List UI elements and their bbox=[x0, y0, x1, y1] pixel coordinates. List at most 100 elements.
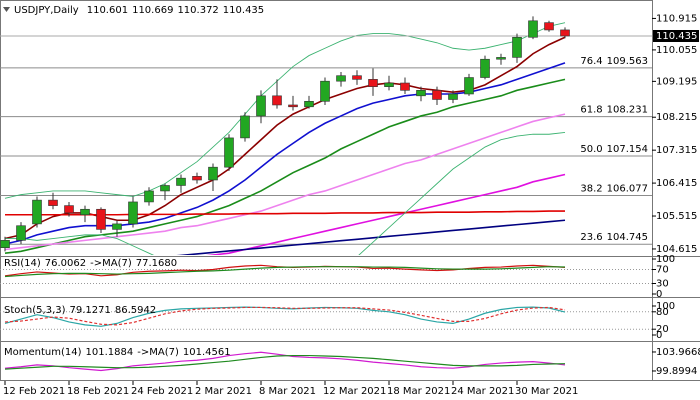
candle-body bbox=[336, 75, 346, 82]
candle-body bbox=[368, 79, 378, 87]
indicator-line bbox=[4, 354, 566, 370]
y-tick-label: 104.615 bbox=[656, 244, 697, 255]
fib-label: 61.8 108.231 bbox=[580, 105, 648, 116]
candle-body bbox=[320, 80, 330, 102]
ohlc-value: 110.669 bbox=[132, 5, 173, 16]
moving-average bbox=[176, 219, 566, 255]
y-tick-label: 30 bbox=[656, 279, 669, 290]
candle-body bbox=[496, 57, 506, 60]
indicator-line bbox=[4, 266, 566, 278]
candle-body bbox=[416, 90, 426, 97]
moving-average bbox=[4, 113, 566, 251]
candle-body bbox=[176, 177, 186, 186]
candle-body bbox=[0, 240, 10, 248]
symbol: USDJPY,Daily bbox=[14, 5, 79, 16]
legend-value: 86.5942 bbox=[115, 305, 156, 316]
y-tick-label: 80 bbox=[656, 307, 669, 318]
candle-body bbox=[528, 20, 538, 38]
fib-level: 61.8 bbox=[580, 105, 602, 116]
y-tick-label: 109.195 bbox=[656, 76, 697, 87]
candle-body bbox=[352, 75, 362, 80]
y-tick-label: 70 bbox=[656, 265, 669, 276]
legend-value: 101.4561 bbox=[183, 347, 231, 358]
candle-body bbox=[384, 82, 394, 87]
candle-body bbox=[144, 190, 154, 203]
y-tick-label: 100 bbox=[656, 254, 675, 265]
candle-body bbox=[480, 58, 490, 78]
fib-level: 23.6 bbox=[580, 232, 602, 243]
legend-name: Stoch(5,3,3) bbox=[4, 305, 66, 316]
legend-name: ->MA(7) bbox=[137, 347, 179, 358]
candle-body bbox=[544, 22, 554, 31]
legend-name: RSI(14) bbox=[4, 258, 41, 269]
fib-label: 38.2 106.077 bbox=[580, 183, 648, 194]
candle-body bbox=[48, 199, 58, 206]
y-tick-label: 103.9668 bbox=[656, 347, 700, 358]
candle-body bbox=[464, 77, 474, 95]
fib-price: 107.154 bbox=[607, 144, 648, 155]
moving-average bbox=[4, 22, 566, 199]
fib-level: 76.4 bbox=[580, 56, 602, 67]
x-tick-label: 12 Feb 2021 bbox=[3, 386, 65, 397]
y-tick-label: 110.915 bbox=[656, 13, 697, 24]
x-tick-label: 24 Mar 2021 bbox=[451, 386, 514, 397]
candle-body bbox=[96, 208, 106, 230]
indicator-header: RSI(14) 76.0062 ->MA(7) 77.1680 bbox=[4, 258, 177, 269]
candle-body bbox=[272, 95, 282, 106]
candle-body bbox=[208, 166, 218, 181]
legend-name: ->MA(7) bbox=[90, 258, 132, 269]
fib-label: 76.4 109.563 bbox=[580, 56, 648, 67]
y-tick-label: 110.055 bbox=[656, 45, 697, 56]
fib-label: 50.0 107.154 bbox=[580, 144, 648, 155]
moving-average bbox=[5, 131, 566, 255]
x-tick-label: 12 Mar 2021 bbox=[323, 386, 386, 397]
candle-body bbox=[400, 82, 410, 91]
candle-body bbox=[224, 137, 234, 168]
ohlc-value: 110.372 bbox=[177, 5, 218, 16]
x-tick-label: 2 Mar 2021 bbox=[195, 386, 252, 397]
y-tick-label: 0 bbox=[656, 289, 662, 300]
x-tick-label: 18 Mar 2021 bbox=[387, 386, 450, 397]
y-tick-label: 108.215 bbox=[656, 112, 697, 123]
candle-body bbox=[16, 225, 26, 241]
fib-level: 50.0 bbox=[580, 144, 602, 155]
indicator-header: Momentum(14) 101.1884 ->MA(7) 101.4561 bbox=[4, 347, 231, 358]
candle-body bbox=[128, 201, 138, 225]
candle-body bbox=[32, 199, 42, 225]
candle-body bbox=[64, 205, 74, 214]
y-tick-label: 106.415 bbox=[656, 178, 697, 189]
header-arrow bbox=[3, 7, 10, 12]
indicator-line bbox=[4, 306, 566, 326]
x-tick-label: 30 Mar 2021 bbox=[515, 386, 578, 397]
candle-body bbox=[448, 93, 458, 100]
legend-name: Momentum(14) bbox=[4, 347, 82, 358]
y-tick-label: 0 bbox=[656, 330, 662, 341]
moving-average bbox=[205, 173, 566, 255]
candle-body bbox=[560, 29, 570, 37]
fib-price: 106.077 bbox=[607, 183, 648, 194]
legend-value: 76.0062 bbox=[45, 258, 86, 269]
ohlc-value: 110.601 bbox=[87, 5, 128, 16]
fib-price: 108.231 bbox=[607, 105, 648, 116]
candle-body bbox=[256, 95, 266, 117]
candle-body bbox=[432, 90, 442, 100]
fib-price: 109.563 bbox=[607, 56, 648, 67]
y-tick-label: 107.315 bbox=[656, 145, 697, 156]
candle-body bbox=[160, 185, 170, 192]
candle-body bbox=[192, 176, 202, 181]
legend-value: 79.1271 bbox=[69, 305, 110, 316]
ohlc-value: 110.435 bbox=[223, 5, 264, 16]
candle-body bbox=[512, 36, 522, 58]
fib-level: 38.2 bbox=[580, 183, 602, 194]
y-tick-label: 20 bbox=[656, 324, 669, 335]
last-price-label: 110.435 bbox=[656, 31, 697, 42]
candle-body bbox=[80, 208, 90, 216]
candle-body bbox=[112, 223, 122, 230]
candle-body bbox=[304, 101, 314, 108]
last-price-box bbox=[653, 29, 699, 42]
x-tick-label: 8 Mar 2021 bbox=[259, 386, 316, 397]
y-tick-label: 105.515 bbox=[656, 211, 697, 222]
candle-body bbox=[240, 115, 250, 139]
indicator-header: Stoch(5,3,3) 79.1271 86.5942 bbox=[4, 305, 156, 316]
x-tick-label: 18 Feb 2021 bbox=[67, 386, 129, 397]
